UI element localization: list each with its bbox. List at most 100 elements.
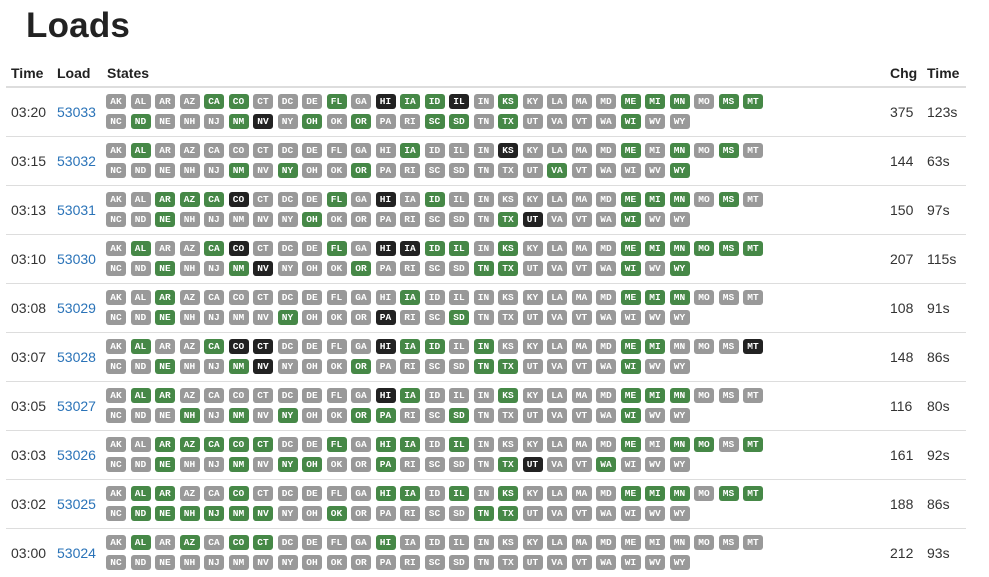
- row-time: 03:02: [6, 480, 52, 529]
- state-badge-nc: NC: [106, 114, 126, 129]
- state-badge-wy: WY: [670, 457, 690, 472]
- state-badge-wi: WI: [621, 261, 641, 276]
- state-badge-mo: MO: [694, 290, 714, 305]
- state-badge-wi: WI: [621, 212, 641, 227]
- load-link[interactable]: 53027: [57, 398, 96, 414]
- state-badge-md: MD: [596, 486, 616, 501]
- state-badge-ri: RI: [400, 261, 420, 276]
- state-badge-nc: NC: [106, 261, 126, 276]
- state-badge-nj: NJ: [204, 408, 224, 423]
- row-load-cell: 53024: [52, 529, 102, 577]
- state-badge-nc: NC: [106, 359, 126, 374]
- state-badge-nh: NH: [180, 359, 200, 374]
- state-badge-mo: MO: [694, 339, 714, 354]
- row-chg: 375: [885, 87, 922, 137]
- state-badge-ct: CT: [253, 535, 273, 550]
- load-link[interactable]: 53030: [57, 251, 96, 267]
- state-badge-tn: TN: [474, 506, 494, 521]
- state-badge-sc: SC: [425, 408, 445, 423]
- load-link[interactable]: 53025: [57, 496, 96, 512]
- state-badge-ct: CT: [253, 339, 273, 354]
- state-badge-wa: WA: [596, 506, 616, 521]
- load-link[interactable]: 53026: [57, 447, 96, 463]
- state-badge-ak: AK: [106, 437, 126, 452]
- state-badge-ks: KS: [498, 290, 518, 305]
- state-badge-fl: FL: [327, 192, 347, 207]
- load-link[interactable]: 53029: [57, 300, 96, 316]
- load-link[interactable]: 53031: [57, 202, 96, 218]
- state-badge-ia: IA: [400, 94, 420, 109]
- state-badge-wv: WV: [645, 359, 665, 374]
- state-badge-md: MD: [596, 535, 616, 550]
- state-badge-va: VA: [547, 408, 567, 423]
- state-badge-id: ID: [425, 535, 445, 550]
- state-badge-wa: WA: [596, 212, 616, 227]
- state-badge-mt: MT: [743, 192, 763, 207]
- load-link[interactable]: 53032: [57, 153, 96, 169]
- state-badge-id: ID: [425, 486, 445, 501]
- state-badge-ok: OK: [327, 506, 347, 521]
- state-badge-nm: NM: [229, 359, 249, 374]
- load-link[interactable]: 53024: [57, 545, 96, 561]
- state-badge-vt: VT: [572, 114, 592, 129]
- state-badge-md: MD: [596, 143, 616, 158]
- state-badge-tn: TN: [474, 163, 494, 178]
- state-badge-ok: OK: [327, 555, 347, 570]
- state-badge-mt: MT: [743, 339, 763, 354]
- state-badge-de: DE: [302, 437, 322, 452]
- state-badge-tn: TN: [474, 457, 494, 472]
- state-badge-nc: NC: [106, 555, 126, 570]
- state-badge-mi: MI: [645, 94, 665, 109]
- row-duration: 91s: [922, 284, 966, 333]
- state-badge-az: AZ: [180, 486, 200, 501]
- state-badge-ia: IA: [400, 192, 420, 207]
- state-badge-mo: MO: [694, 192, 714, 207]
- state-badge-mt: MT: [743, 143, 763, 158]
- state-badge-in: IN: [474, 241, 494, 256]
- state-badge-mi: MI: [645, 192, 665, 207]
- state-badge-ct: CT: [253, 94, 273, 109]
- state-badge-ca: CA: [204, 241, 224, 256]
- state-badge-ok: OK: [327, 359, 347, 374]
- state-badge-nd: ND: [131, 310, 151, 325]
- state-badge-ar: AR: [155, 192, 175, 207]
- state-badge-tx: TX: [498, 261, 518, 276]
- state-badge-ok: OK: [327, 310, 347, 325]
- state-badge-ak: AK: [106, 192, 126, 207]
- state-badge-ny: NY: [278, 408, 298, 423]
- state-badge-ne: NE: [155, 212, 175, 227]
- state-badge-mo: MO: [694, 94, 714, 109]
- load-link[interactable]: 53033: [57, 104, 96, 120]
- state-badge-al: AL: [131, 486, 151, 501]
- state-badge-de: DE: [302, 143, 322, 158]
- state-badge-pa: PA: [376, 114, 396, 129]
- state-badge-ne: NE: [155, 359, 175, 374]
- state-badge-tx: TX: [498, 506, 518, 521]
- state-badge-or: OR: [351, 212, 371, 227]
- state-badge-vt: VT: [572, 310, 592, 325]
- state-badge-ny: NY: [278, 212, 298, 227]
- state-badge-ri: RI: [400, 163, 420, 178]
- state-badge-ok: OK: [327, 163, 347, 178]
- state-badge-ut: UT: [523, 506, 543, 521]
- state-badge-ny: NY: [278, 555, 298, 570]
- state-badge-tn: TN: [474, 114, 494, 129]
- row-duration: 93s: [922, 529, 966, 577]
- state-badge-de: DE: [302, 192, 322, 207]
- state-badge-sc: SC: [425, 261, 445, 276]
- state-badge-ks: KS: [498, 339, 518, 354]
- state-badge-nj: NJ: [204, 457, 224, 472]
- state-badge-pa: PA: [376, 261, 396, 276]
- state-badge-ky: KY: [523, 339, 543, 354]
- row-chg: 148: [885, 333, 922, 382]
- state-badge-nd: ND: [131, 555, 151, 570]
- header-load: Load: [52, 60, 102, 87]
- load-link[interactable]: 53028: [57, 349, 96, 365]
- state-badge-wa: WA: [596, 310, 616, 325]
